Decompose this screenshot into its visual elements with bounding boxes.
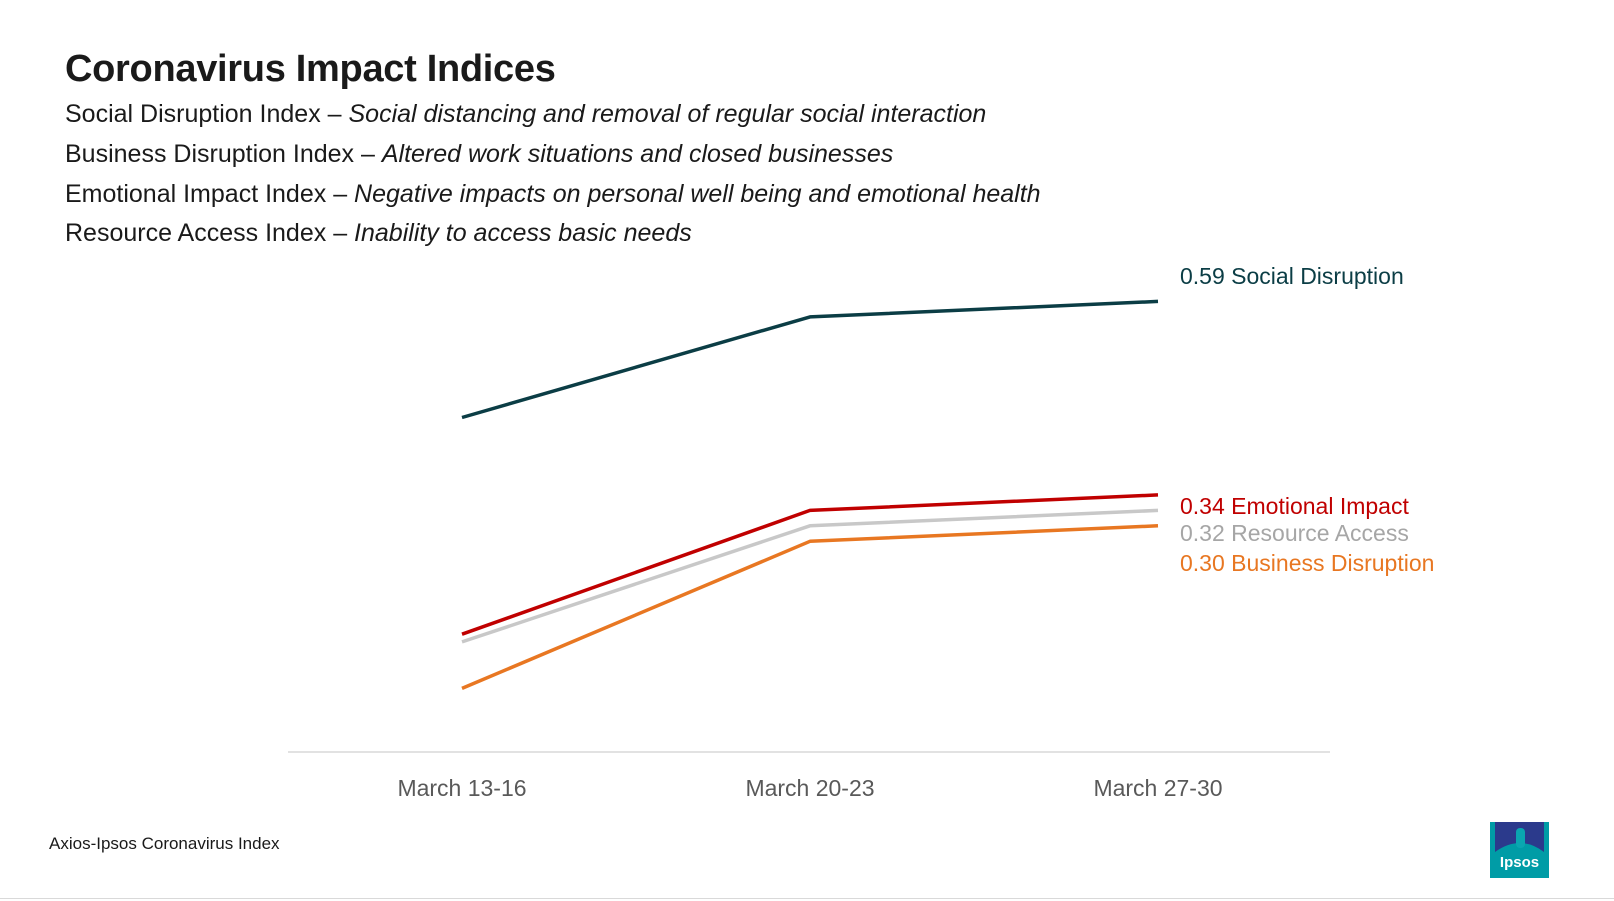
source-note: Axios-Ipsos Coronavirus Index — [49, 834, 280, 853]
definition-name: Business Disruption Index – — [65, 140, 382, 168]
x-tick-label: March 27-30 — [1093, 775, 1222, 801]
x-axis-tick-labels: March 13-16 March 20-23 March 27-30 — [397, 775, 1222, 801]
x-tick-label: March 20-23 — [745, 775, 874, 801]
ipsos-logo: Ipsos — [1490, 822, 1549, 878]
definition-description: Altered work situations and closed busin… — [381, 140, 894, 168]
definition-emotional: Emotional Impact Index – Negative impact… — [65, 180, 1041, 209]
series-line-emotional-impact — [461, 493, 1159, 636]
definition-business: Business Disruption Index – Altered work… — [65, 140, 893, 169]
definition-description: Social distancing and removal of regular… — [348, 100, 987, 128]
end-label-name: Business Disruption — [1231, 550, 1434, 576]
end-label-name: Resource Access — [1231, 520, 1409, 546]
series-line-social-disruption — [461, 299, 1159, 420]
logo-text: Ipsos — [1500, 854, 1539, 871]
definition-resource: Resource Access Index – Inability to acc… — [65, 219, 692, 248]
end-label-value: 0.59 — [1180, 263, 1231, 289]
definition-name: Emotional Impact Index – — [65, 180, 355, 208]
definition-description: Negative impacts on personal well being … — [354, 180, 1041, 208]
end-label-value: 0.34 — [1180, 493, 1231, 519]
end-label-resource-access: 0.32 Resource Access — [1180, 520, 1409, 546]
series-lines — [461, 299, 1159, 691]
end-label-social-disruption: 0.59 Social Disruption — [1180, 263, 1404, 289]
logo-mark — [1516, 828, 1525, 848]
series-line-business-disruption — [461, 524, 1159, 691]
bottom-divider — [0, 898, 1614, 899]
end-label-name: Social Disruption — [1231, 263, 1404, 289]
definition-social: Social Disruption Index – Social distanc… — [65, 100, 986, 129]
end-label-business-disruption: 0.30 Business Disruption — [1180, 550, 1434, 576]
end-label-emotional-impact: 0.34 Emotional Impact — [1180, 493, 1409, 519]
end-label-value: 0.32 — [1180, 520, 1231, 546]
end-label-value: 0.30 — [1180, 550, 1231, 576]
end-label-name: Emotional Impact — [1231, 493, 1409, 519]
definition-name: Resource Access Index – — [65, 219, 355, 247]
definition-description: Inability to access basic needs — [354, 219, 692, 247]
definition-name: Social Disruption Index – — [65, 100, 349, 128]
chart-title: Coronavirus Impact Indices — [65, 48, 556, 90]
series-end-labels: 0.59 Social Disruption 0.34 Emotional Imp… — [1180, 263, 1434, 576]
x-tick-label: March 13-16 — [397, 775, 526, 801]
series-line-resource-access — [461, 508, 1159, 644]
